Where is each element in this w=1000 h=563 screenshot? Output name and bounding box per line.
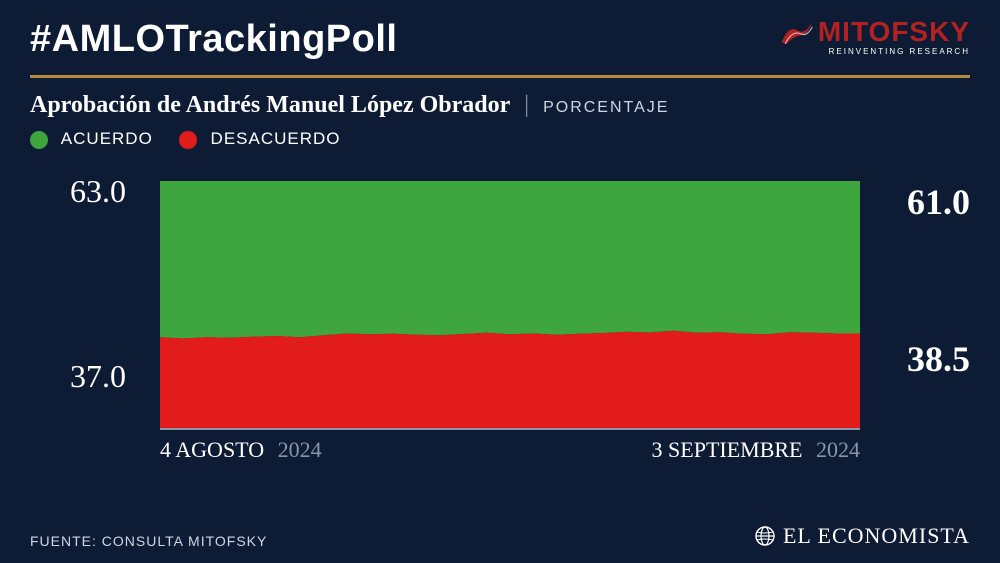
x-end-year: 2024 xyxy=(816,437,860,462)
subtitle-unit: PORCENTAJE xyxy=(543,99,669,116)
y-left-start-top: 63.0 xyxy=(70,173,126,210)
legend-label-acuerdo: ACUERDO xyxy=(61,129,153,148)
y-left-start-bottom: 37.0 xyxy=(70,358,126,395)
chart-plot xyxy=(160,181,860,429)
brand-logo: MITOFSKY REINVENTING RESEARCH xyxy=(780,18,970,56)
source-text: FUENTE: CONSULTA MITOFSKY xyxy=(30,533,267,549)
legend-dot-desacuerdo xyxy=(179,131,197,149)
x-end-daymonth: 3 SEPTIEMBRE xyxy=(652,437,803,462)
outlet-credit: EL ECONOMISTA xyxy=(755,523,970,549)
legend-dot-acuerdo xyxy=(30,131,48,149)
y-right-end-bottom: 38.5 xyxy=(907,338,970,380)
x-start-date: 4 AGOSTO 2024 xyxy=(160,437,322,463)
x-start-year: 2024 xyxy=(278,437,322,462)
y-right-end-top: 61.0 xyxy=(907,181,970,223)
brand-tagline: REINVENTING RESEARCH xyxy=(780,48,970,56)
x-start-daymonth: 4 AGOSTO xyxy=(160,437,264,462)
subtitle-text: Aprobación de Andrés Manuel López Obrado… xyxy=(30,92,510,118)
stacked-area-svg xyxy=(160,181,860,429)
outlet-name: EL ECONOMISTA xyxy=(783,523,970,549)
area-acuerdo xyxy=(160,181,860,338)
x-axis-line xyxy=(160,428,860,430)
legend-label-desacuerdo: DESACUERDO xyxy=(211,129,341,148)
subtitle-separator: | xyxy=(524,92,529,118)
hashtag-title: #AMLOTrackingPoll xyxy=(30,18,397,61)
brand-name: MITOFSKY xyxy=(818,18,970,46)
chart-legend: ACUERDO DESACUERDO xyxy=(0,125,1000,163)
mitofsky-swirl-icon xyxy=(780,18,814,46)
x-axis-labels: 4 AGOSTO 2024 3 SEPTIEMBRE 2024 xyxy=(160,437,860,463)
legend-item-acuerdo: ACUERDO xyxy=(30,129,153,149)
area-desacuerdo xyxy=(160,331,860,429)
chart-area: 63.0 37.0 61.0 38.5 4 AGOSTO 2024 3 SEPT… xyxy=(30,163,970,463)
legend-item-desacuerdo: DESACUERDO xyxy=(179,129,341,149)
x-end-date: 3 SEPTIEMBRE 2024 xyxy=(652,437,860,463)
globe-icon xyxy=(755,526,775,546)
divider-rule xyxy=(30,75,970,78)
chart-subtitle: Aprobación de Andrés Manuel López Obrado… xyxy=(0,92,1000,125)
